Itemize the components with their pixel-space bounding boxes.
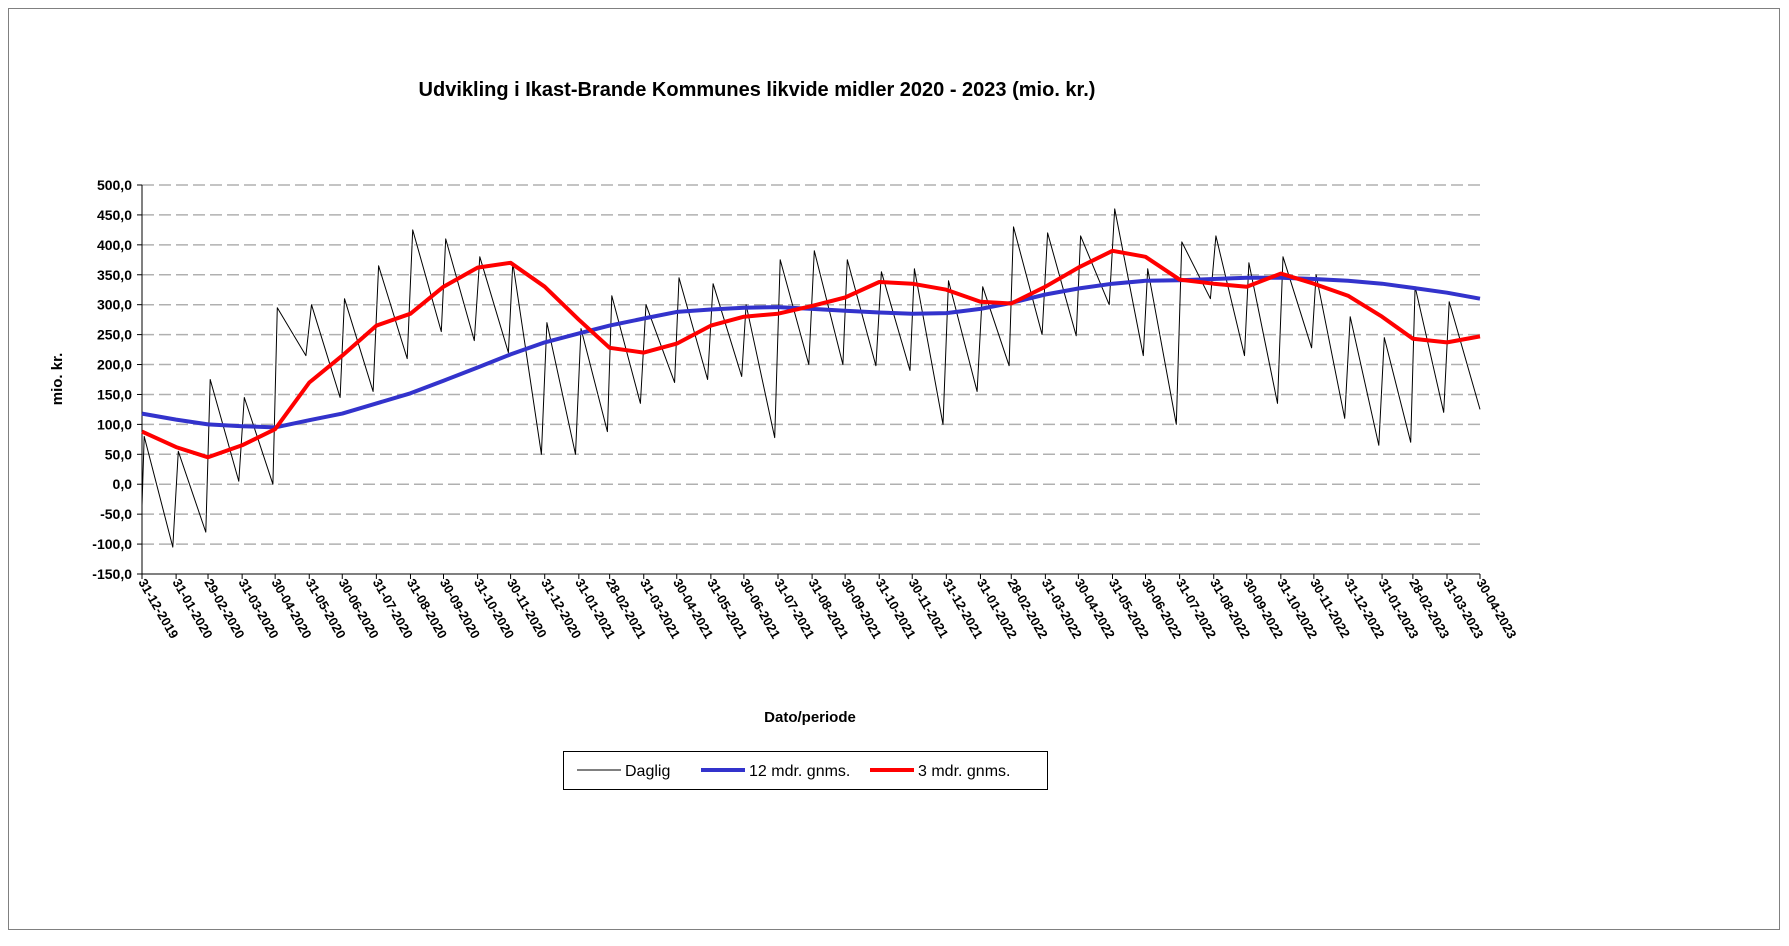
y-tick-label: 450,0 <box>97 207 132 223</box>
y-tick-label: 200,0 <box>97 357 132 373</box>
y-tick-label: 0,0 <box>113 476 133 492</box>
y-tick-label: -100,0 <box>92 536 132 552</box>
legend-label: 12 mdr. gnms. <box>749 763 850 780</box>
y-tick-label: -150,0 <box>92 566 132 582</box>
y-tick-label: 300,0 <box>97 297 132 313</box>
series-line <box>141 248 1481 460</box>
y-tick-label: 400,0 <box>97 237 132 253</box>
y-tick-label: 350,0 <box>97 267 132 283</box>
chart-title: Udvikling i Ikast-Brande Kommunes likvid… <box>419 79 1096 101</box>
legend-box <box>563 751 1048 790</box>
series-line <box>141 275 1481 430</box>
y-tick-label: 50,0 <box>105 446 132 462</box>
y-tick-label: 100,0 <box>97 416 132 432</box>
legend-label: Daglig <box>625 763 670 780</box>
y-tick-label: 500,0 <box>97 177 132 193</box>
x-axis-label: Dato/periode <box>764 709 856 726</box>
y-tick-label: 150,0 <box>97 386 132 402</box>
plot-area <box>142 185 1480 574</box>
series-line <box>141 208 1481 548</box>
legend-label: 3 mdr. gnms. <box>918 763 1010 780</box>
y-tick-label: -50,0 <box>100 506 132 522</box>
y-axis-label: mio. kr. <box>49 353 66 406</box>
y-tick-label: 250,0 <box>97 327 132 343</box>
